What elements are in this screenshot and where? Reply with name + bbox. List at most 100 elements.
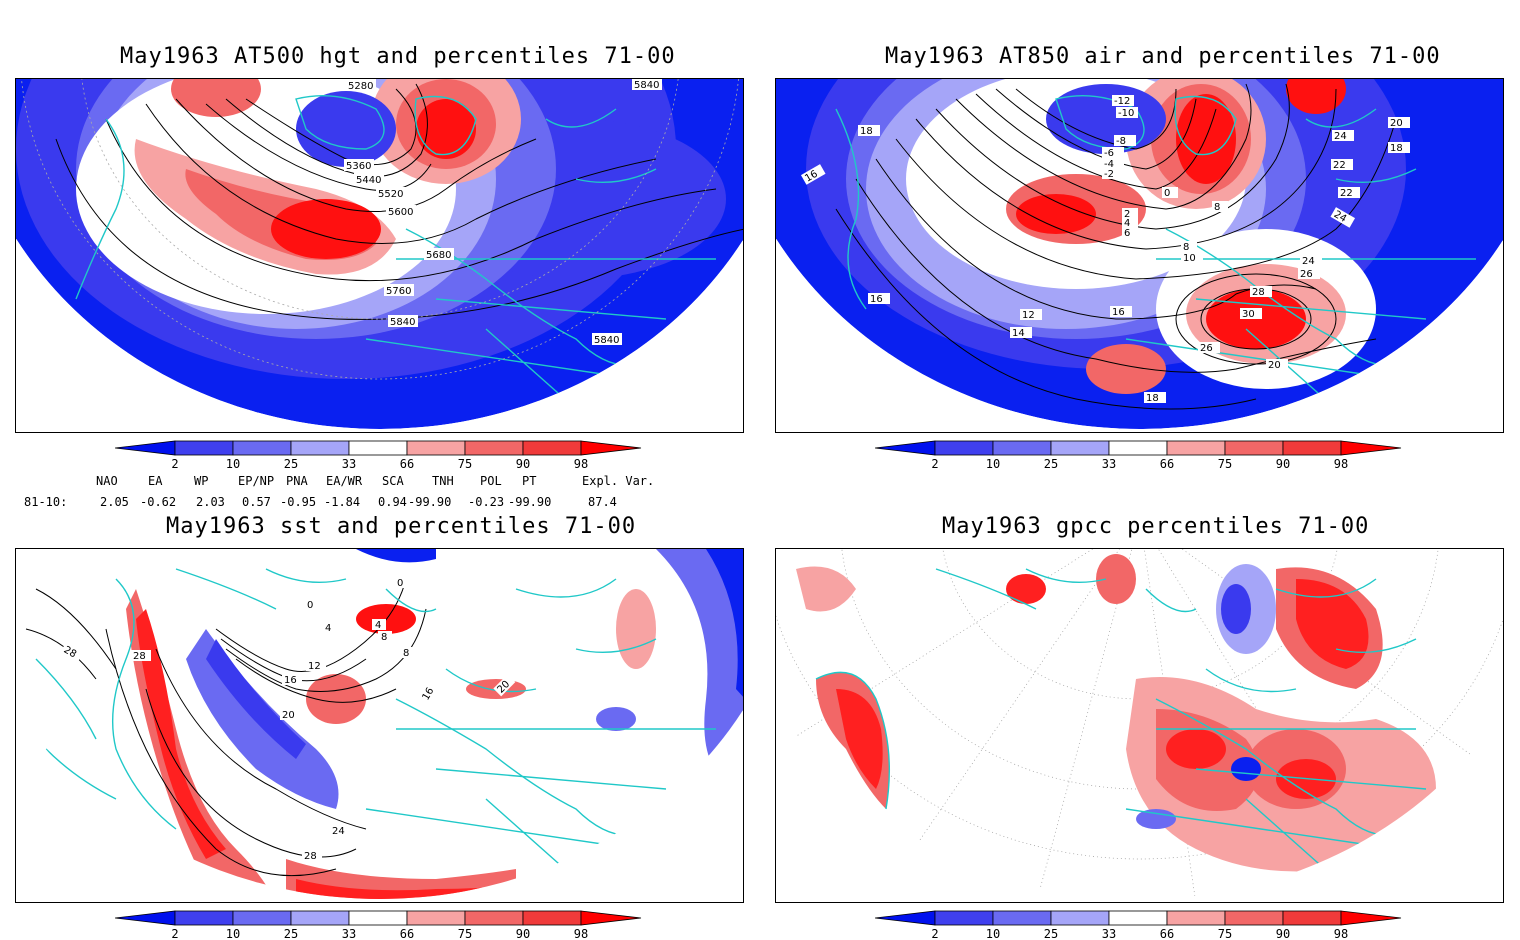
svg-text:24: 24	[1334, 131, 1347, 142]
contour-label: 4	[1122, 217, 1138, 229]
colorbar-bin	[1224, 910, 1284, 926]
colorbar-bottom-right: 2 10 25 33 66 75 90 98	[875, 910, 1402, 940]
contour-label: -6	[1102, 147, 1124, 159]
svg-text:20: 20	[282, 710, 295, 721]
svg-text:-12: -12	[1114, 96, 1130, 107]
contour-labels-hgt500: 5280 5360 5440 5520 5600 5680 5760 5840 …	[344, 79, 662, 346]
svg-text:28: 28	[304, 851, 317, 862]
colorbar-tick-label: 10	[226, 927, 240, 940]
contour-label: 5680	[424, 248, 454, 261]
svg-text:5360: 5360	[346, 161, 371, 172]
svg-text:5760: 5760	[386, 286, 411, 297]
svg-text:18: 18	[1390, 143, 1403, 154]
colorbar-bin	[174, 910, 234, 926]
contour-labels-air850: -12 -10 -8 -6 -4 -2 0 2 4 6 8 8 10 12 14…	[800, 95, 1410, 404]
svg-text:5840: 5840	[634, 80, 659, 91]
colorbar-tick-label: 10	[986, 927, 1000, 940]
colorbar-tick-label: 90	[1276, 457, 1290, 470]
colorbar-bin	[1050, 910, 1110, 926]
colorbar-top-right: 2 10 25 33 66 75 90 98	[875, 440, 1402, 470]
colorbar-tick-label: 98	[1334, 927, 1348, 940]
svg-text:24: 24	[1302, 256, 1315, 267]
svg-text:0: 0	[397, 578, 403, 589]
colorbar-bottom-left: 2 10 25 33 66 75 90 98	[115, 910, 642, 940]
tele-value-pna: -0.95	[280, 495, 317, 509]
colorbar-tick-label: 33	[1102, 927, 1116, 940]
tele-value-sca: 0.94	[378, 495, 407, 509]
contour-label: -4	[1102, 158, 1124, 170]
contour-label: -10	[1116, 107, 1138, 119]
contour-label: 5360	[344, 159, 374, 172]
colorbar-tick-label: 10	[226, 457, 240, 470]
colorbar-bin	[464, 910, 524, 926]
map-sst-svg: 0 0 4 4 8 8 12 16 16 20 20 24 28 28 28	[16, 549, 743, 899]
contour-label: 28	[302, 850, 322, 862]
colorbar-bin	[115, 910, 176, 926]
contour-label: 22	[1331, 159, 1353, 171]
tele-header-sca: SCA	[382, 474, 404, 488]
svg-text:26: 26	[1200, 343, 1213, 354]
tele-value-pol: -0.23	[468, 495, 505, 509]
svg-text:8: 8	[381, 632, 387, 643]
colorbar-bin	[522, 910, 582, 926]
map-panel-gpcc	[775, 548, 1504, 903]
contour-label: 24	[1332, 130, 1354, 142]
colorbar-tick-label: 98	[574, 927, 588, 940]
contour-label: 8	[400, 647, 414, 659]
colorbar-bin	[174, 440, 234, 456]
contour-label: 16	[868, 293, 890, 305]
svg-text:-4: -4	[1104, 159, 1114, 170]
colorbar-bin	[115, 440, 176, 456]
contour-label: 12	[306, 660, 326, 672]
colorbar-tick-label: 90	[516, 457, 530, 470]
tele-header-nao: NAO	[96, 474, 118, 488]
contour-label: 18	[1388, 142, 1410, 154]
contour-label: 8	[1181, 241, 1197, 253]
svg-text:-2: -2	[1104, 169, 1114, 180]
colorbar-bin	[875, 440, 936, 456]
svg-text:8: 8	[1214, 202, 1220, 213]
panel-title-hgt500: May1963 AT500 hgt and percentiles 71-00	[120, 44, 676, 69]
colorbar-tick-label: 98	[574, 457, 588, 470]
colorbar-tick-label: 98	[1334, 457, 1348, 470]
contour-label: 20	[1266, 359, 1288, 371]
panel-title-air850: May1963 AT850 air and percentiles 71-00	[885, 44, 1441, 69]
colorbar-bin	[1050, 440, 1110, 456]
svg-text:24: 24	[332, 826, 345, 837]
map-panel-sst: 0 0 4 4 8 8 12 16 16 20 20 24 28 28 28	[15, 548, 744, 903]
contour-label: 12	[1020, 309, 1042, 321]
colorbar-tick-label: 90	[516, 927, 530, 940]
colorbar-tick-label: 66	[1160, 927, 1174, 940]
colorbar-bin	[348, 440, 408, 456]
tele-value-tnh: -99.90	[408, 495, 452, 509]
tele-header-epnp: EP/NP	[238, 474, 275, 488]
contour-label: 0	[304, 599, 318, 611]
contour-label: 5440	[354, 173, 384, 186]
svg-text:5600: 5600	[388, 207, 413, 218]
colorbar-tick-label: 75	[1218, 927, 1232, 940]
colorbar-bin	[992, 910, 1052, 926]
svg-text:8: 8	[1183, 242, 1189, 253]
map-gpcc-svg	[776, 549, 1503, 899]
svg-text:5840: 5840	[594, 335, 619, 346]
contour-label: -12	[1112, 95, 1134, 107]
svg-text:30: 30	[1242, 309, 1255, 320]
svg-text:0: 0	[307, 600, 313, 611]
contour-label: 0	[1162, 187, 1178, 199]
colorbar-tick-label: 75	[458, 927, 472, 940]
contour-label: 16	[1110, 306, 1132, 318]
svg-text:22: 22	[1340, 188, 1353, 199]
tele-value-nao: 2.05	[100, 495, 129, 509]
panel-title-sst: May1963 sst and percentiles 71-00	[166, 514, 637, 539]
colorbar-bin	[464, 440, 524, 456]
contour-label: 18	[1144, 392, 1166, 404]
colorbar-bin	[1282, 440, 1342, 456]
contour-label: 26	[1298, 268, 1320, 280]
colorbar-tick-label: 66	[1160, 457, 1174, 470]
contour-label: 16	[282, 674, 302, 686]
contour-labels-sst: 0 0 4 4 8 8 12 16 16 20 20 24 28 28 28	[60, 577, 516, 862]
svg-text:-10: -10	[1118, 108, 1134, 119]
svg-text:5520: 5520	[378, 189, 403, 200]
colorbar-bin	[580, 440, 642, 456]
teleconnection-table: NAO EA WP EP/NP PNA EA/WR SCA TNH POL PT…	[20, 474, 700, 514]
